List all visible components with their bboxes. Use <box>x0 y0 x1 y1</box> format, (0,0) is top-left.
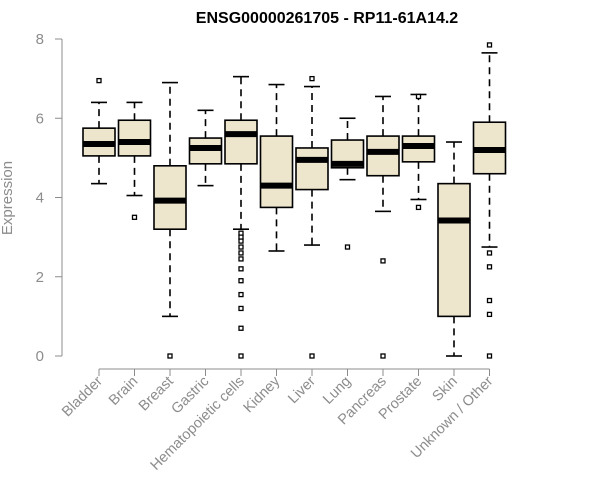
outlier-point <box>131 214 138 220</box>
x-tick-label: Skin <box>430 374 461 405</box>
box-liver <box>295 75 329 359</box>
box-skin <box>437 141 471 357</box>
outlier-point <box>238 266 244 272</box>
outlier-point <box>238 250 244 256</box>
outlier-point <box>309 353 315 359</box>
outlier-point <box>486 311 493 318</box>
outlier-point <box>238 305 244 312</box>
box-lung <box>330 117 365 250</box>
outlier-point <box>238 291 244 298</box>
box-hematopoietic-cells <box>224 75 258 359</box>
outlier-point <box>486 250 493 256</box>
box-pancreas <box>366 95 400 359</box>
outlier-point <box>238 238 244 244</box>
chart-title: ENSG00000261705 - RP11-61A14.2 <box>196 10 459 27</box>
boxes-group <box>82 42 507 359</box>
x-tick-label: Liver <box>285 373 319 407</box>
outlier-point <box>415 93 422 100</box>
outlier-point <box>238 325 244 331</box>
x-tick-label: Bladder <box>59 373 106 420</box>
outlier-point <box>380 353 386 359</box>
outlier-point <box>309 75 315 82</box>
outlier-point <box>167 353 173 359</box>
box-unknown-other <box>472 42 507 359</box>
outlier-point <box>380 258 386 264</box>
outlier-point <box>344 244 351 250</box>
iqr-box <box>366 135 400 177</box>
outlier-point <box>415 204 422 211</box>
y-tick-label: 6 <box>36 110 44 127</box>
y-tick-label: 0 <box>36 348 44 365</box>
outlier-point <box>238 244 244 250</box>
iqr-box <box>259 135 294 209</box>
outlier-point <box>486 42 493 48</box>
iqr-box <box>437 182 471 318</box>
y-tick-label: 2 <box>36 269 44 286</box>
y-tick-label: 4 <box>36 190 44 207</box>
box-breast <box>153 81 187 359</box>
iqr-box <box>153 165 187 231</box>
box-brain <box>117 101 152 220</box>
outlier-point <box>238 278 244 284</box>
iqr-box <box>295 147 329 191</box>
box-prostate <box>401 93 436 211</box>
outlier-point <box>238 256 244 262</box>
iqr-box <box>224 119 258 165</box>
box-bladder <box>82 77 116 185</box>
y-axis-label: Expression <box>0 161 16 235</box>
outlier-point <box>96 77 102 84</box>
y-axis: 0 2 4 6 8 <box>36 31 63 365</box>
y-tick-label: 8 <box>36 31 44 48</box>
outlier-point <box>486 264 493 270</box>
box-kidney <box>259 83 294 252</box>
x-tick-label: Kidney <box>241 373 284 416</box>
outlier-point <box>486 353 493 359</box>
box-gastric <box>188 109 223 187</box>
outlier-point <box>238 353 244 359</box>
iqr-box <box>117 119 152 157</box>
outlier-point <box>486 297 493 304</box>
